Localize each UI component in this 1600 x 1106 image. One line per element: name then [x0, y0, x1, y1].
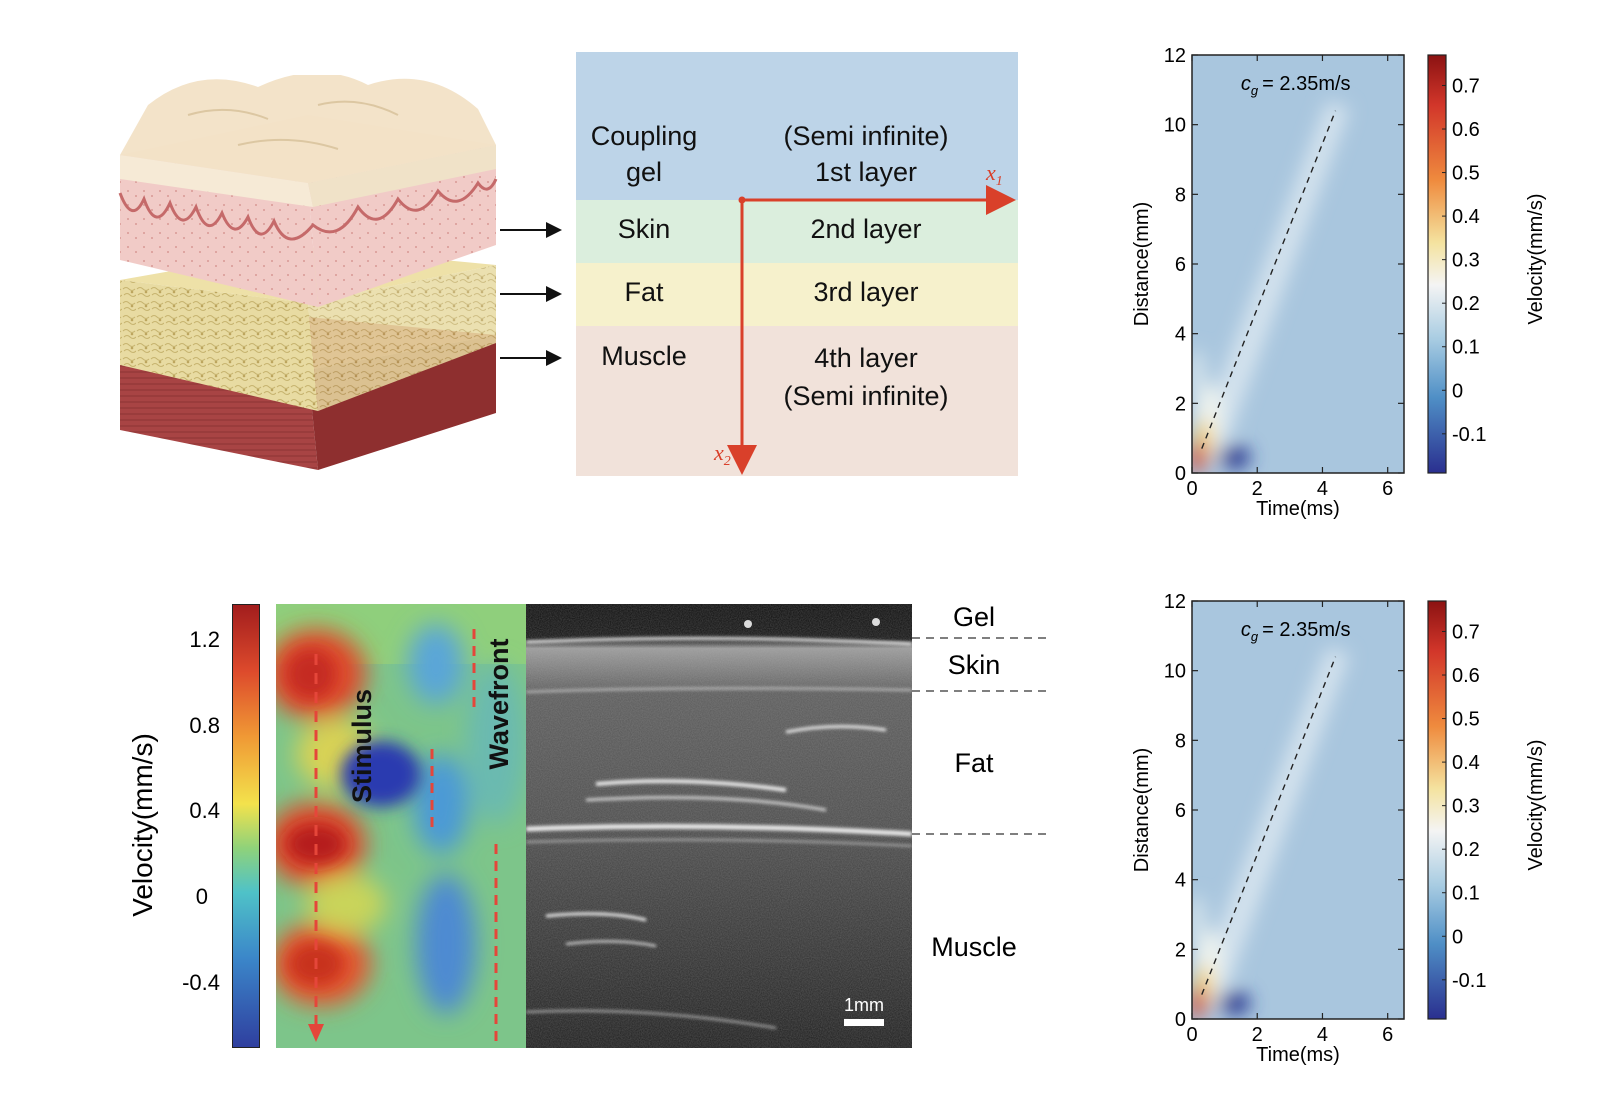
colorbar-tick-label: 0.2: [1452, 839, 1480, 861]
x-tick-label: 6: [1382, 478, 1393, 500]
colorbar-tick-label: 0.3: [1452, 250, 1480, 272]
x-tick-label: 0: [1186, 1024, 1197, 1046]
heatmap-field: [1192, 601, 1404, 1019]
row-fat: [576, 263, 1018, 326]
tissue-label-skin-us: Skin: [948, 650, 1001, 680]
colorbar-tick-label: 0.4: [1452, 206, 1480, 228]
colorbar-tick-label: 0.1: [1452, 883, 1480, 905]
scale-bar: [844, 1019, 884, 1026]
tissue-label-muscle: Muscle: [601, 341, 687, 371]
wavefront-label: Wavefront: [484, 638, 514, 769]
y-tick-label: 4: [1175, 870, 1186, 892]
y-tick-label: 8: [1175, 730, 1186, 752]
stimulus-label: Stimulus: [347, 689, 377, 803]
heatmap-field: [1192, 55, 1404, 473]
colorbar-left-ticks: 1.2 0.8 0.4 0 -0.4 Velocity(mm/s): [130, 627, 220, 995]
velocity-colorbar-left: [232, 604, 260, 1048]
colorbar-tick-label: 0.4: [1452, 752, 1480, 774]
tissue-label-fat-us: Fat: [954, 748, 994, 778]
layer-label-1st: (Semi infinite) 1st layer: [783, 121, 949, 187]
y-axis-label: Distance(mm): [1131, 748, 1153, 872]
colorbar-left-tick: -0.4: [182, 970, 220, 995]
x-tick-label: 2: [1252, 1024, 1263, 1046]
y-tick-label: 2: [1175, 393, 1186, 415]
scale-bar-label: 1mm: [844, 995, 884, 1015]
y-tick-label: 0: [1175, 463, 1186, 485]
x1-axis-label: x1: [985, 160, 1003, 189]
x-tick-label: 2: [1252, 478, 1263, 500]
ultrasound-bmode-image: 1mm: [526, 604, 912, 1048]
colorbar-left-tick: 0.4: [189, 798, 220, 823]
colorbar-left-tick: 0: [196, 884, 208, 909]
colorbar-left-label: Velocity(mm/s): [130, 733, 158, 917]
tissue-label-skin: Skin: [617, 214, 671, 244]
group-velocity-fit-line: [1201, 110, 1337, 449]
group-velocity-annotation: cg = 2.35m/s: [1241, 73, 1351, 98]
colorbar-tick-label: 0.7: [1452, 621, 1480, 643]
x-tick-label: 0: [1186, 478, 1197, 500]
colorbar-tick-label: 0: [1452, 380, 1463, 402]
velocity-colorbar: [1427, 600, 1447, 1020]
x-axis-label: Time(ms): [1256, 1044, 1340, 1066]
colorbar-tick-label: 0: [1452, 926, 1463, 948]
group-velocity-annotation: cg = 2.35m/s: [1241, 619, 1351, 644]
skin-layer-block: [118, 75, 498, 307]
y-tick-label: 10: [1164, 115, 1186, 137]
y-tick-label: 12: [1164, 591, 1186, 613]
layer-label-2nd: 2nd layer: [810, 214, 922, 244]
y-tick-label: 10: [1164, 661, 1186, 683]
velocity-overlay-image: Stimulus Wavefront: [276, 604, 526, 1048]
y-tick-label: 8: [1175, 184, 1186, 206]
velocity-heatmap-bottom: 0 2 4 6 0 2 4 6 8 10 12 Time(ms) Distance(mm) cg = 2.3…: [1131, 591, 1547, 1066]
colorbar-left-tick: 1.2: [189, 627, 220, 652]
tissue-boundaries: Gel Skin Fat Muscle: [912, 602, 1052, 962]
x-tick-label: 4: [1317, 1024, 1328, 1046]
layer-label-4th: 4th layer (Semi infinite): [783, 343, 949, 411]
colorbar-tick-label: -0.1: [1452, 424, 1486, 446]
colorbar-tick-label: 0.5: [1452, 709, 1480, 731]
x-tick-label: 6: [1382, 1024, 1393, 1046]
colorbar-label: Velocity(mm/s): [1525, 193, 1547, 324]
skin-block-illustration: [118, 75, 498, 470]
colorbar-tick-label: 0.5: [1452, 163, 1480, 185]
tissue-label-muscle-us: Muscle: [931, 932, 1017, 962]
x-tick-label: 4: [1317, 478, 1328, 500]
tissue-label-gel: Gel: [953, 602, 995, 632]
colorbar-left-tick: 0.8: [189, 713, 220, 738]
colorbar-tick-label: 0.6: [1452, 119, 1480, 141]
x2-axis-label: x2: [713, 440, 731, 469]
colorbar-tick-label: 0.2: [1452, 293, 1480, 315]
row-coupling-gel: [576, 52, 1018, 200]
y-tick-label: 0: [1175, 1009, 1186, 1031]
row-muscle: [576, 326, 1018, 476]
row-skin: [576, 200, 1018, 263]
tissue-label-coupling-gel: Coupling gel: [590, 121, 698, 187]
velocity-heatmap-top: 0 2 4 6 0 2 4 6 8 10 12 Time(ms) Distance(mm) cg = 2.3…: [1131, 45, 1547, 520]
velocity-colorbar: [1427, 54, 1447, 474]
colorbar-tick-label: 0.3: [1452, 796, 1480, 818]
y-tick-label: 6: [1175, 254, 1186, 276]
colorbar-tick-label: -0.1: [1452, 970, 1486, 992]
colorbar-tick-label: 0.6: [1452, 665, 1480, 687]
y-tick-label: 4: [1175, 324, 1186, 346]
y-tick-label: 6: [1175, 800, 1186, 822]
y-tick-label: 2: [1175, 939, 1186, 961]
tissue-label-fat: Fat: [624, 277, 664, 307]
x-axis-label: Time(ms): [1256, 498, 1340, 520]
colorbar-tick-label: 0.1: [1452, 337, 1480, 359]
layer-label-3rd: 3rd layer: [813, 277, 919, 307]
coordinate-axes: x1 x2: [713, 160, 1016, 475]
layer-pointer-arrows: [500, 222, 562, 366]
group-velocity-fit-line: [1201, 656, 1337, 995]
colorbar-tick-label: 0.7: [1452, 75, 1480, 97]
layer-table: Coupling gel (Semi infinite) 1st layer Ski…: [576, 52, 1018, 476]
y-axis-label: Distance(mm): [1131, 202, 1153, 326]
colorbar-label: Velocity(mm/s): [1525, 739, 1547, 870]
y-tick-label: 12: [1164, 45, 1186, 67]
